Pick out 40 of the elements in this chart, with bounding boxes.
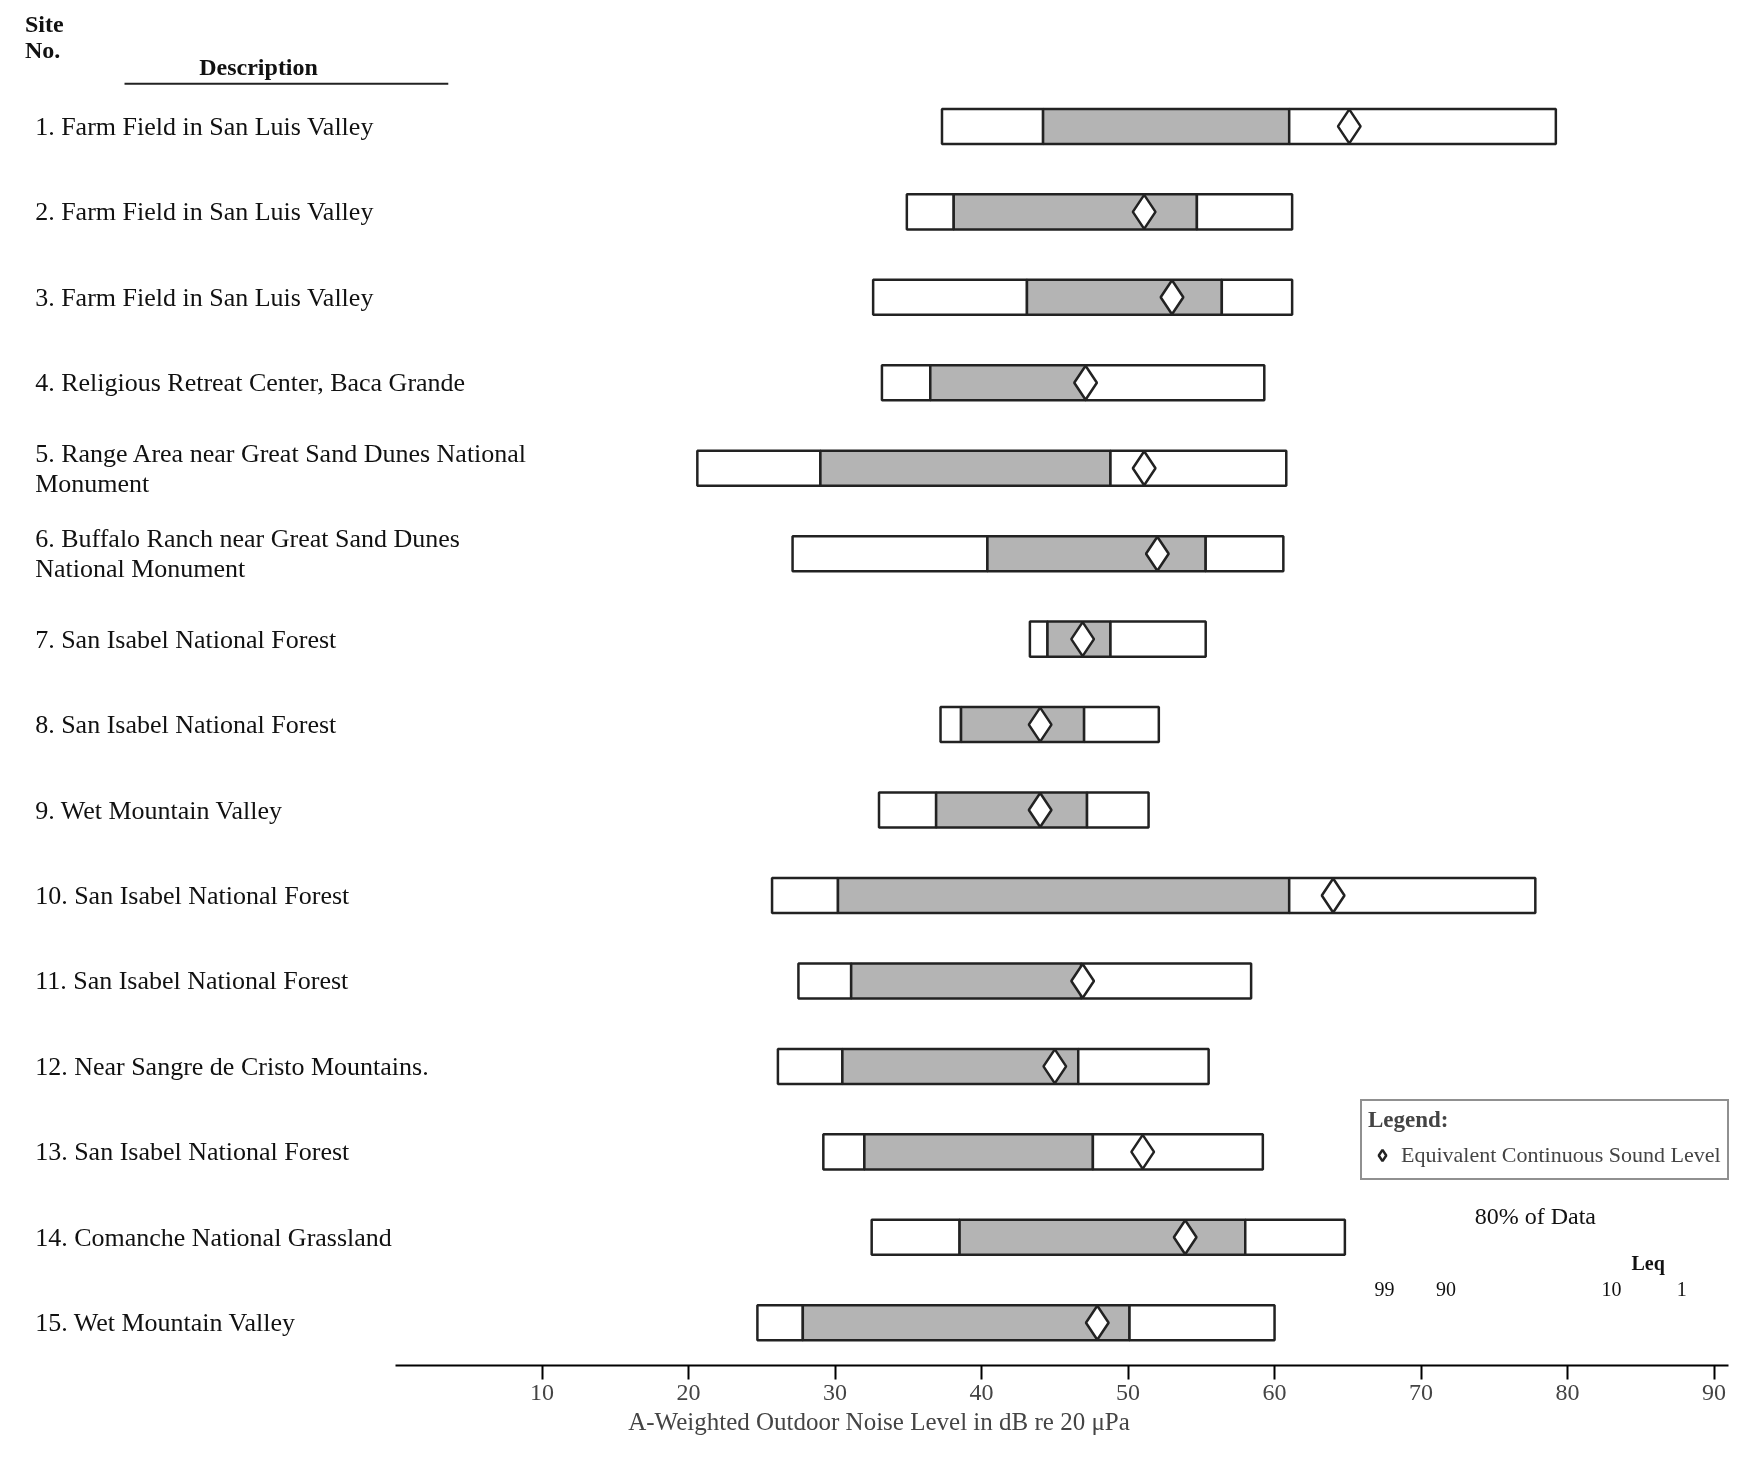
- x-tick-label: 40: [969, 1378, 994, 1405]
- x-tick-label: 80: [1555, 1378, 1580, 1405]
- x-tick-label: 30: [823, 1378, 848, 1405]
- annotation: 80% of Data: [1474, 1202, 1597, 1229]
- y-tick-label: 2. Farm Field in San Luis Valley: [35, 197, 374, 227]
- y-tick-label: 7. San Isabel National Forest: [35, 624, 338, 654]
- x-tick-label: 70: [1409, 1378, 1434, 1405]
- y-tick-label: 1. Farm Field in San Luis Valley: [35, 111, 374, 141]
- annotation: Leq: [1631, 1251, 1665, 1275]
- x-axis-title: A-Weighted Outdoor Noise Level in dB re 20 μPa: [628, 1407, 1130, 1435]
- x-tick-label: 20: [676, 1378, 701, 1405]
- y-tick-label: 10. San Isabel National Forest: [35, 881, 351, 910]
- y-tick-label: 4. Religious Retreat Center, Baca Grande: [35, 368, 466, 398]
- y-tick-label: 6. Buffalo Ranch near Great Sand Dunes National Monument: [35, 523, 460, 584]
- point: [1072, 364, 1099, 402]
- y-tick-label: 9. Wet Mountain Valley: [35, 795, 282, 825]
- text: Description: [199, 53, 318, 80]
- point: [1042, 1048, 1068, 1085]
- y-tick-label: 3. Farm Field in San Luis Valley: [35, 282, 374, 312]
- y-tick-label: 15. Wet Mountain Valley: [35, 1308, 295, 1338]
- x-tick-label: 50: [1116, 1378, 1141, 1405]
- y-tick-label: 12. Near Sangre de Cristo Mountains.: [35, 1051, 429, 1081]
- x-tick-label: 90: [1702, 1378, 1727, 1405]
- y-tick-label: 14. Comanche National Grassland: [35, 1222, 392, 1252]
- text: Site No.: [24, 10, 64, 63]
- y-tick-label: 11. San Isabel National Forest: [35, 966, 350, 996]
- annotation: 10: [1601, 1277, 1622, 1300]
- point: [1144, 535, 1170, 572]
- annotation: 90: [1435, 1277, 1456, 1300]
- point: [1159, 279, 1185, 316]
- x-tick-label: 10: [530, 1378, 555, 1405]
- y-tick-label: 13. San Isabel National Forest: [35, 1137, 351, 1167]
- annotation: 1: [1676, 1277, 1687, 1300]
- legend-label: Equivalent Continuous Sound Level: [1401, 1142, 1721, 1168]
- y-tick-label: 5. Range Area near Great Sand Dunes National Monument: [35, 438, 527, 498]
- legend-title: Legend:: [1368, 1107, 1450, 1133]
- annotation: 99: [1374, 1277, 1395, 1300]
- x-tick-label: 60: [1262, 1378, 1287, 1405]
- y-tick-label: 8. San Isabel National Forest: [35, 710, 338, 740]
- point: [1172, 1219, 1198, 1256]
